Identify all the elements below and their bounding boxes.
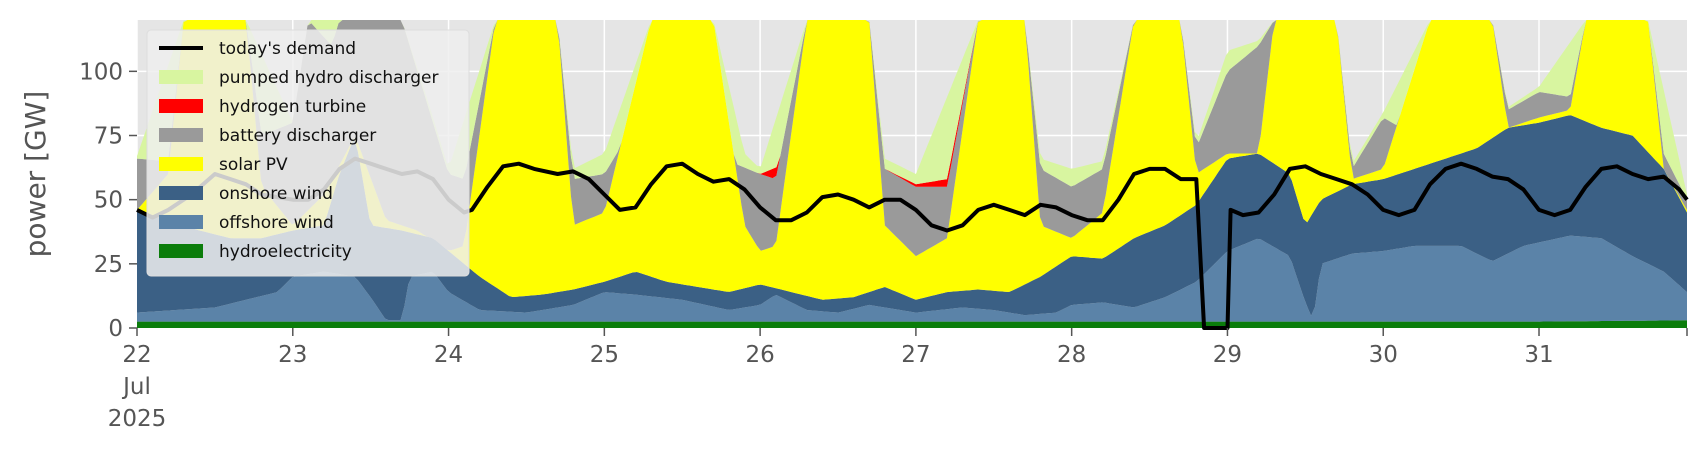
x-tick-label-line: 30 [1369,342,1398,368]
legend-label: hydroelectricity [219,242,352,262]
area-hydroelectricity [137,320,1687,328]
y-tick-label: 25 [94,252,123,278]
x-tick-label-line: 29 [1213,342,1242,368]
x-tick-label: 28 [1057,342,1086,368]
area-offshore-wind [137,235,1687,322]
legend-swatch [159,70,203,84]
legend-swatch [159,99,203,113]
x-tick-label-line: 26 [745,342,774,368]
legend-label: onshore wind [219,184,333,204]
x-tick-label-line: 31 [1524,342,1553,368]
legend-swatch [159,157,203,171]
y-tick-label: 0 [108,316,123,342]
x-tick-label: 22 Jul 2025 [108,342,167,432]
legend-box [146,29,470,277]
x-tick-label: 23 [278,342,307,368]
x-tick-label-line: 25 [590,342,619,368]
x-tick-label: 25 [590,342,619,368]
legend-label: pumped hydro discharger [219,68,438,88]
legend-label: hydrogen turbine [219,97,366,117]
y-tick-label: 100 [79,59,123,85]
x-tick-label-line: 27 [901,342,930,368]
x-tick-label-line: Jul [121,374,151,400]
x-tick-label-line: 2025 [108,406,167,432]
legend-label: battery discharger [219,126,376,146]
x-tick-label: 27 [901,342,930,368]
y-tick-label: 75 [94,124,123,150]
legend-swatch [159,215,203,229]
legend-label: today's demand [219,39,356,59]
legend-swatch [159,244,203,258]
axes-layer: 0 25 50 75 100 22 Jul 2025 23 24 25 26 27 28 29 30 31 [79,59,1688,432]
area-onshore-wind [137,115,1687,321]
y-tick-label: 50 [94,188,123,214]
legend-label: solar PV [219,155,288,175]
area-solar-pv [137,20,1687,300]
x-tick-label-line: 23 [278,342,307,368]
x-tick-label: 24 [434,342,463,368]
x-tick-label-line: 24 [434,342,463,368]
legend-swatch [159,186,203,200]
x-tick-label: 30 [1369,342,1398,368]
legend: today's demand pumped hydro discharger hyd… [146,29,470,277]
y-axis-title: power [GW] [19,91,52,258]
x-tick-label: 29 [1213,342,1242,368]
x-tick-label-line: 28 [1057,342,1086,368]
x-tick-label-line: 22 [122,342,151,368]
legend-label: offshore wind [219,213,334,233]
x-tick-label: 26 [745,342,774,368]
legend-swatch [159,128,203,142]
x-tick-label: 31 [1524,342,1553,368]
